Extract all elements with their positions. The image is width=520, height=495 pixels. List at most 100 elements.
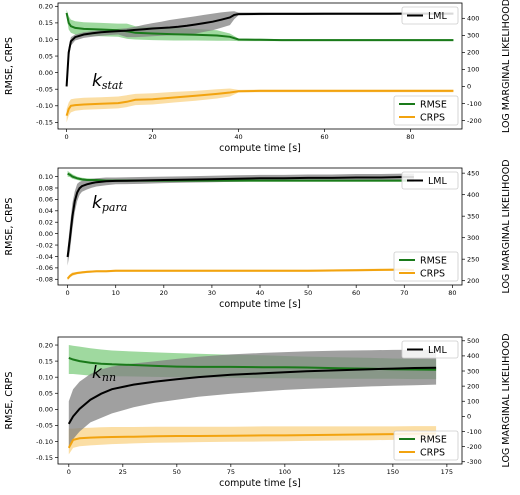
plot-area [65, 9, 454, 123]
series-band-crps [66, 88, 454, 123]
y-right-tick-label: 100 [467, 66, 479, 74]
y-left-tick-label: 0.00 [39, 69, 53, 77]
y-right-tick-label: 300 [467, 234, 479, 242]
x-tick-label: 0 [67, 468, 71, 476]
legend-label-rmse: RMSE [420, 100, 447, 111]
series-band-lml [67, 173, 414, 266]
series-line-crps [67, 432, 437, 449]
x-tick-label: 50 [173, 468, 181, 476]
legend-label-lml: LML [428, 11, 447, 22]
y-left-tick-label: 0.02 [39, 219, 53, 227]
x-axis-label: compute time [s] [219, 299, 301, 310]
y-left-tick-label: -0.05 [36, 422, 53, 430]
legend-label-crps: CRPS [420, 269, 445, 280]
x-tick-label: 60 [320, 133, 328, 141]
y-left-tick-label: 0.06 [39, 196, 53, 204]
panel-annotation-subscript: stat [102, 79, 124, 92]
x-axis-label: compute time [s] [219, 478, 301, 489]
y-left-tick-label: -0.08 [36, 276, 53, 284]
y-left-tick-label: 0.15 [39, 19, 53, 27]
panel-annotation-main: k [92, 193, 103, 213]
panel-annotation: kstat [92, 71, 123, 92]
y-left-tick-label: 0.04 [39, 207, 53, 215]
series-line-crps [66, 268, 414, 280]
legend-label-lml: LML [428, 176, 447, 187]
y-left-tick-label: -0.04 [36, 253, 53, 261]
x-axis-label: compute time [s] [219, 143, 301, 154]
y-left-tick-label: 0.10 [39, 173, 53, 181]
series-line-crps [65, 89, 454, 117]
panel-2: 0 10 20 30 40 50 60 70 80 -0.08 -0.06 -0.04 -0.02 0.0… [4, 159, 512, 310]
y-left-axis-label: RMSE, CRPS [4, 37, 15, 95]
x-tick-label: 10 [112, 289, 120, 297]
legend-label-crps: CRPS [420, 113, 445, 124]
x-tick-label: 40 [234, 133, 242, 141]
y-left-tick-label: 0.05 [39, 52, 53, 60]
y-right-tick-label: 400 [467, 352, 479, 360]
y-left-tick-label: 0.15 [39, 357, 53, 365]
y-right-axis-label: LOG MARGINAL LIKELIHOOD [501, 0, 512, 133]
y-left-tick-label: 0.20 [39, 3, 53, 11]
y-right-tick-label: 400 [467, 15, 479, 23]
x-tick-label: 80 [406, 133, 414, 141]
y-left-axis-label: RMSE, CRPS [4, 372, 15, 430]
y-right-tick-label: 0 [467, 413, 471, 421]
series-line-lml [67, 366, 437, 425]
y-right-axis-label: LOG MARGINAL LIKELIHOOD [501, 333, 512, 467]
x-tick-label: 30 [208, 289, 216, 297]
y-right-tick-label: -100 [467, 100, 482, 108]
y-right-tick-label: 250 [467, 255, 479, 263]
series-line-lml [66, 176, 414, 258]
y-right-tick-label: 450 [467, 169, 479, 177]
y-right-tick-label: -100 [467, 428, 482, 436]
y-right-tick-label: 200 [467, 277, 479, 285]
y-right-tick-label: 400 [467, 191, 479, 199]
panel-1: 0 20 40 60 80 -0.15 -0.10 -0.05 0.00 0.05 0.10 0.15… [4, 0, 512, 154]
x-tick-label: 80 [448, 289, 456, 297]
x-tick-label: 100 [279, 468, 291, 476]
panel-annotation: kpara [92, 193, 127, 214]
y-right-tick-label: 500 [467, 337, 479, 345]
x-tick-label: 60 [352, 289, 360, 297]
y-left-tick-label: 0.00 [39, 230, 53, 238]
y-left-tick-label: 0.10 [39, 373, 53, 381]
y-right-tick-label: 100 [467, 398, 479, 406]
y-left-tick-label: -0.02 [36, 241, 53, 249]
y-left-tick-label: 0.20 [39, 341, 53, 349]
y-right-tick-label: 200 [467, 382, 479, 390]
series-band-crps [68, 426, 437, 455]
y-left-tick-label: 0.08 [39, 184, 53, 192]
y-left-tick-label: 0.00 [39, 406, 53, 414]
y-left-tick-label: -0.06 [36, 264, 53, 272]
legend-label-lml: LML [428, 345, 447, 356]
y-right-tick-label: 350 [467, 212, 479, 220]
legend-lml-box [401, 6, 459, 25]
y-left-tick-label: -0.15 [36, 119, 53, 127]
panel-3: 0 25 50 75 100 125 150 175 -0.15 -0.10 -0.05 0.00 0.… [4, 333, 512, 489]
x-tick-label: 20 [160, 289, 168, 297]
y-right-tick-label: 0 [467, 83, 471, 91]
plot-area [67, 345, 437, 455]
y-right-tick-label: -300 [467, 458, 482, 466]
x-tick-label: 25 [119, 468, 127, 476]
x-tick-label: 50 [304, 289, 312, 297]
panel-annotation-main: k [92, 363, 103, 383]
y-left-axis-label: RMSE, CRPS [4, 198, 15, 256]
series-band-lml [66, 11, 454, 87]
y-left-tick-label: 0.10 [39, 36, 53, 44]
plot-frame [57, 2, 463, 130]
legend-label-rmse: RMSE [420, 256, 447, 267]
series-line-lml [65, 12, 454, 87]
y-right-tick-label: 300 [467, 367, 479, 375]
x-tick-label: 125 [333, 468, 345, 476]
legend-label-rmse: RMSE [420, 435, 447, 446]
panel-annotation-main: k [92, 71, 103, 91]
panel-annotation-subscript: para [102, 201, 127, 214]
x-tick-label: 175 [441, 468, 453, 476]
x-tick-label: 40 [256, 289, 264, 297]
x-tick-label: 20 [148, 133, 156, 141]
plot-frame [57, 336, 463, 465]
series-line-rmse [65, 12, 454, 42]
y-left-tick-label: -0.05 [36, 86, 53, 94]
